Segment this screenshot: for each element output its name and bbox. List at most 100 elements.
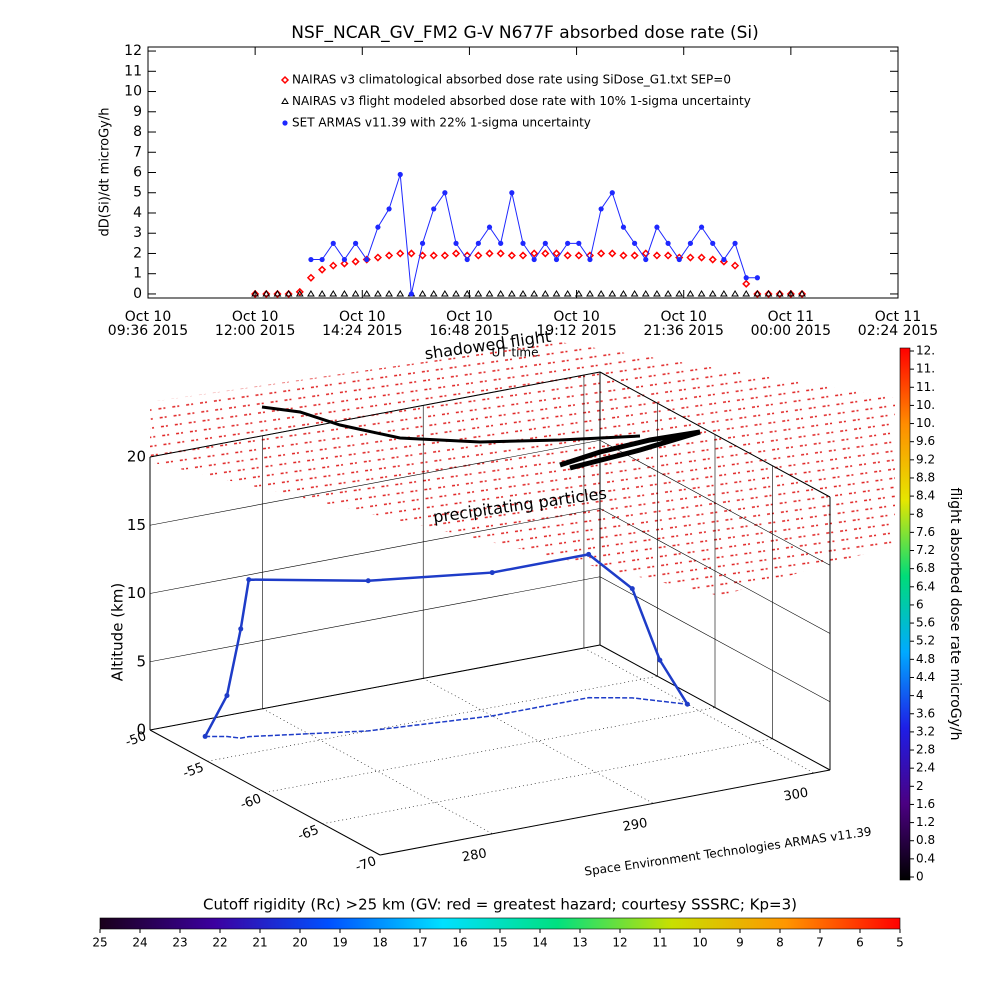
data-point (408, 291, 414, 297)
track-point (365, 578, 371, 584)
colorbar-label: 10. (916, 416, 935, 430)
data-point (475, 240, 481, 246)
data-point (464, 256, 470, 263)
data-point (341, 256, 348, 263)
data-point (352, 240, 359, 246)
data-point (429, 289, 438, 297)
track-point (586, 551, 592, 557)
y-tick-label: -60 (238, 791, 263, 812)
colorbar-label: 19 (332, 936, 347, 950)
grid-line (149, 576, 601, 663)
data-point (597, 249, 606, 258)
colorbar-label: 1.6 (916, 797, 935, 811)
colorbar-label: 4.8 (916, 652, 935, 666)
data-point (319, 256, 325, 263)
colorbar-label: 8.8 (916, 470, 935, 484)
data-point (509, 190, 515, 196)
ground-track (205, 696, 688, 739)
y-tick-label: 3 (133, 225, 142, 241)
colorbar-label: 8.4 (916, 489, 935, 503)
data-point (530, 289, 539, 297)
data-point (665, 240, 671, 246)
data-point (697, 253, 706, 262)
data-point (318, 289, 326, 297)
colorbar-label: 7.6 (916, 525, 935, 539)
data-point (284, 289, 293, 297)
colorbar-label: 7 (816, 936, 824, 950)
data-point (775, 289, 784, 299)
grid-line (262, 708, 493, 835)
colorbar-label: 22 (212, 936, 227, 950)
x-tick-label: 300 (782, 785, 809, 804)
data-point (553, 256, 560, 263)
y-tick-label: 12 (124, 43, 142, 59)
flight-track (204, 553, 689, 738)
track-point (489, 570, 495, 576)
y-tick-label: 8 (133, 124, 142, 140)
colorbar-label: 9 (736, 936, 744, 950)
x-tick-label: Oct 10 14:24 2015 (322, 309, 403, 339)
colorbar-label: 6.8 (916, 561, 935, 575)
data-point (630, 289, 639, 297)
colorbar-label: 16 (452, 936, 467, 950)
data-point (251, 289, 260, 297)
data-point (507, 251, 516, 260)
colorbar-label: 1.2 (916, 815, 935, 829)
y-tick-label: -50 (123, 729, 148, 750)
data-point (686, 253, 695, 262)
colorbar-label: 12 (612, 936, 627, 950)
x-tick-label: Oct 11 00:00 2015 (750, 309, 832, 339)
colorbar (899, 347, 911, 881)
colorbar (99, 917, 901, 930)
colorbar-label: 23 (172, 936, 187, 950)
colorbar-label: 6.4 (916, 579, 935, 593)
data-point (251, 289, 260, 299)
track-point (246, 577, 252, 583)
y-axis-title: dD(Si)/dt microGy/h (98, 108, 113, 237)
data-point (284, 289, 293, 299)
data-point (764, 289, 773, 297)
data-point (697, 289, 706, 297)
data-point (385, 251, 394, 260)
data-point (664, 289, 672, 297)
y-tick-label: 5 (133, 185, 142, 201)
colorbar-label: 6 (916, 597, 924, 611)
data-point (786, 289, 795, 299)
colorbar-label: 4.4 (916, 670, 935, 684)
x-tick-label: Oct 10 09:36 2015 (107, 309, 189, 339)
y-tick-label: 0 (133, 286, 142, 302)
colorbar-label: 5.2 (916, 634, 935, 648)
z-tick-label: 5 (136, 652, 146, 670)
x-tick-label: Oct 10 12:00 2015 (214, 309, 296, 339)
data-point (743, 275, 749, 281)
colorbar-label: 10. (916, 398, 935, 412)
data-point (364, 256, 370, 263)
data-point (397, 171, 403, 178)
z-tick-label: 0 (136, 721, 146, 739)
colorbar-label: 4 (916, 688, 924, 702)
data-point (563, 289, 572, 297)
colorbar-label: 17 (412, 936, 427, 950)
track-point (224, 693, 230, 699)
colorbar-label: 15 (492, 936, 507, 950)
data-point (641, 289, 650, 297)
data-point (385, 289, 393, 297)
data-point (519, 289, 527, 297)
data-point (273, 289, 282, 297)
data-point (262, 289, 271, 297)
data-point (463, 289, 472, 297)
data-point (721, 256, 727, 263)
data-point (418, 289, 427, 297)
data-point (295, 289, 304, 297)
data-point (586, 289, 594, 297)
colorbar-label: 20 (292, 936, 307, 950)
data-point (429, 251, 438, 260)
y-tick-label: 2 (133, 245, 142, 261)
y-tick-label: 6 (133, 165, 142, 181)
track-point (629, 586, 635, 592)
data-point (552, 289, 561, 297)
colorbar-label: 18 (372, 936, 387, 950)
data-point (620, 224, 627, 230)
data-point (563, 251, 572, 260)
